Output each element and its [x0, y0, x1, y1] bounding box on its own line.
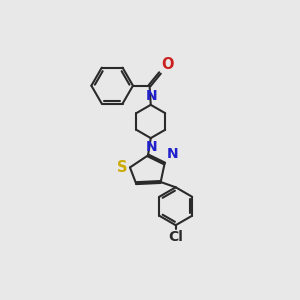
Text: N: N — [146, 140, 158, 154]
Text: N: N — [146, 88, 158, 103]
Text: N: N — [167, 147, 178, 161]
Text: O: O — [162, 57, 174, 72]
Text: Cl: Cl — [168, 230, 183, 244]
Text: S: S — [117, 160, 128, 175]
